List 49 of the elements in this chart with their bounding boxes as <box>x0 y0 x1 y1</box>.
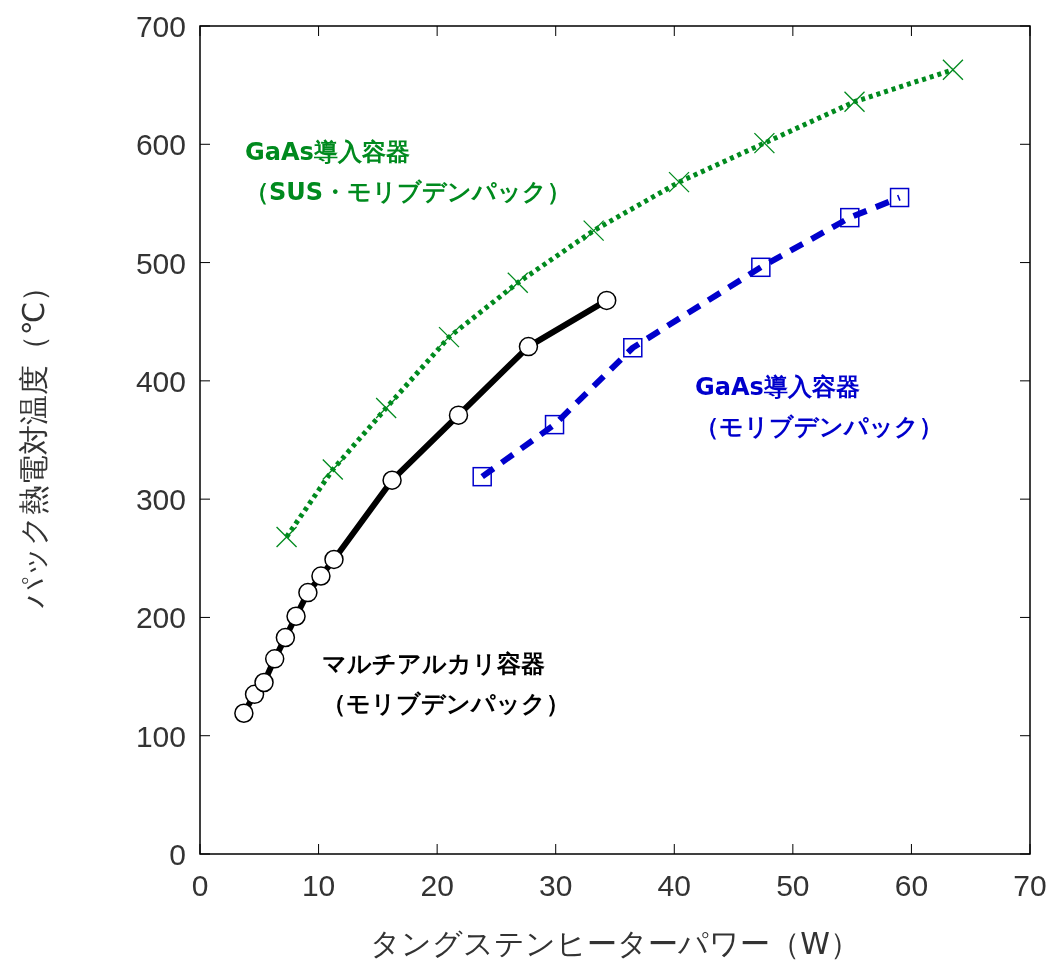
point <box>234 703 254 723</box>
x-tick-label: 70 <box>1013 869 1047 902</box>
x-tick-label: 40 <box>657 869 691 902</box>
point <box>472 466 492 487</box>
point <box>596 290 617 311</box>
point <box>298 582 318 603</box>
point <box>889 187 910 208</box>
x-tick-label: 30 <box>539 869 573 902</box>
point <box>438 326 460 348</box>
y-tick-label: 300 <box>135 483 186 517</box>
series-label: GaAs導入容器（SUS・モリブデンパック） <box>245 138 572 206</box>
point <box>254 672 274 693</box>
y-tick-label: 200 <box>135 601 186 635</box>
point <box>840 207 860 228</box>
point <box>448 405 469 425</box>
point <box>264 649 285 669</box>
point <box>843 91 866 113</box>
point <box>507 272 529 294</box>
y-axis-title: パック熱電対温度（℃） <box>16 271 51 610</box>
point <box>518 336 539 357</box>
y-tick-label: 400 <box>135 364 186 398</box>
point <box>583 219 605 242</box>
point <box>286 606 306 626</box>
text: GaAs導入容器（モリブデンパック） <box>695 373 943 441</box>
point <box>311 566 331 586</box>
series-label: マルチアルカリ容器（モリブデンパック） <box>322 650 570 718</box>
point <box>322 458 344 481</box>
point <box>275 627 296 648</box>
x-tick-label: 0 <box>191 869 209 902</box>
point <box>753 132 776 154</box>
point <box>668 171 690 193</box>
x-tick-label: 50 <box>776 869 810 902</box>
point <box>623 337 643 358</box>
point <box>275 526 298 548</box>
x-tick-label: 20 <box>420 869 454 902</box>
point <box>942 59 964 81</box>
y-tick-label: 600 <box>135 128 186 162</box>
point <box>382 470 402 490</box>
y-tick-label: 500 <box>135 246 186 280</box>
point <box>544 414 565 435</box>
point <box>751 257 771 278</box>
y-tick-label: 700 <box>135 10 186 43</box>
x-axis-title: タングステンヒーターパワー（W） <box>370 926 860 961</box>
y-tick-label: 0 <box>169 838 186 871</box>
point <box>324 549 344 570</box>
y-tick-label: 100 <box>135 719 186 753</box>
x-tick-label: 60 <box>894 869 929 902</box>
x-tick-label: 10 <box>301 869 336 902</box>
point <box>375 397 397 419</box>
